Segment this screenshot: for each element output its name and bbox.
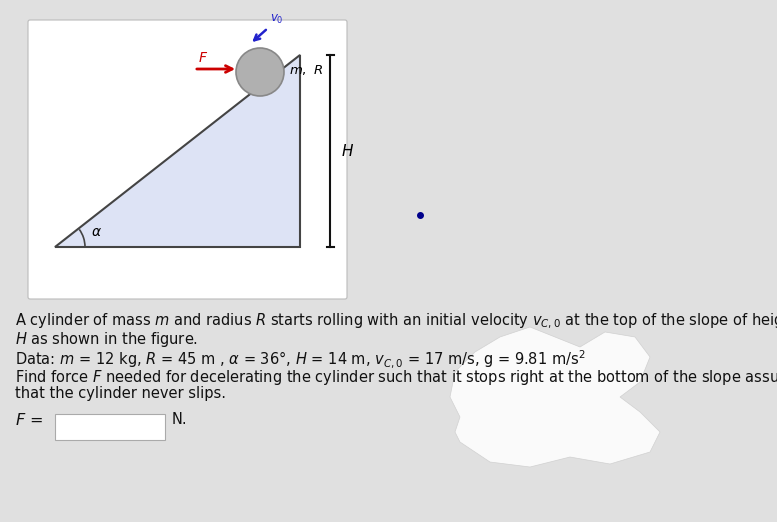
FancyBboxPatch shape: [55, 414, 165, 440]
Polygon shape: [55, 55, 300, 247]
Text: $\mathbf{\mathit{F}}$ =: $\mathbf{\mathit{F}}$ =: [15, 412, 43, 428]
FancyBboxPatch shape: [28, 20, 347, 299]
Text: $\alpha$: $\alpha$: [91, 225, 102, 239]
Text: $v_0$: $v_0$: [270, 13, 284, 26]
Text: that the cylinder never slips.: that the cylinder never slips.: [15, 386, 226, 401]
Text: $H$: $H$: [341, 143, 354, 159]
Text: N.: N.: [172, 412, 187, 427]
Circle shape: [236, 48, 284, 96]
Text: Find force $\mathbf{\mathit{F}}$ needed for decelerating the cylinder such that : Find force $\mathbf{\mathit{F}}$ needed …: [15, 368, 777, 387]
Polygon shape: [450, 327, 660, 467]
Text: $F$: $F$: [198, 51, 208, 65]
Text: $m,\ R$: $m,\ R$: [289, 63, 323, 77]
Text: $\mathbf{\mathit{H}}$ as shown in the figure.: $\mathbf{\mathit{H}}$ as shown in the fi…: [15, 330, 198, 349]
Text: Data: $\mathbf{\mathit{m}}$ = 12 kg, $\mathbf{\mathit{R}}$ = 45 m , $\alpha$ = 3: Data: $\mathbf{\mathit{m}}$ = 12 kg, $\m…: [15, 348, 585, 370]
Text: A cylinder of mass $\mathbf{\mathit{m}}$ and radius $\mathbf{\mathit{R}}$ starts: A cylinder of mass $\mathbf{\mathit{m}}$…: [15, 312, 777, 331]
